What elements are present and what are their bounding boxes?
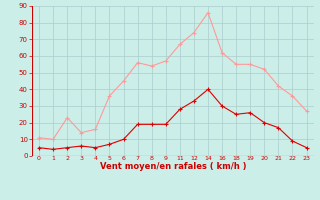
X-axis label: Vent moyen/en rafales ( km/h ): Vent moyen/en rafales ( km/h ) <box>100 162 246 171</box>
